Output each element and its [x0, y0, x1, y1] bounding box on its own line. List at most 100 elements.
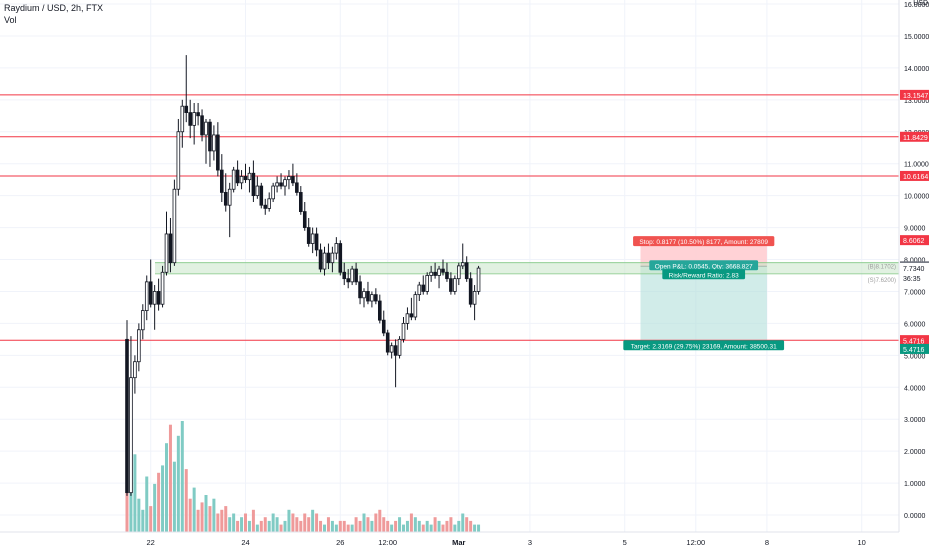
volume-bar [216, 513, 220, 532]
horizontal-levels[interactable] [0, 94, 899, 341]
candle-body [381, 319, 386, 334]
candle-body [137, 329, 141, 363]
candle-body [125, 338, 129, 494]
volume-bar [212, 498, 216, 532]
price-tag[interactable]: 36:35 [900, 273, 929, 284]
volume-bar [342, 520, 346, 532]
candle-body [200, 115, 204, 136]
volume-bar [291, 513, 295, 532]
volume-bar [362, 513, 366, 532]
candle-body [472, 291, 477, 305]
volume-bar [405, 520, 409, 532]
volume-bar [263, 517, 267, 532]
candle-body [271, 185, 275, 200]
candle-body [374, 294, 378, 302]
volume-bar [461, 513, 465, 532]
candle-body [223, 192, 228, 206]
volume-bar [346, 524, 350, 532]
candle-body [330, 252, 335, 264]
volume-bar [279, 524, 283, 532]
volume-bar [188, 498, 192, 532]
volume-bar [168, 424, 172, 532]
volume-bar [473, 524, 477, 532]
volume-bar [413, 517, 417, 532]
volume-bar [429, 524, 433, 532]
candle-body [188, 112, 193, 126]
candle-body [449, 278, 453, 292]
candle-body [354, 268, 358, 283]
volume-bar [394, 520, 398, 532]
candle-body [235, 169, 240, 184]
volume-bar [129, 480, 133, 532]
volume-bar [386, 520, 390, 532]
level-tag-text: 10.6164 [903, 174, 928, 181]
volume-bar [307, 517, 311, 532]
level-price-tag[interactable]: 10.6164 [900, 170, 929, 181]
volume-bar [358, 520, 362, 532]
candle-body [409, 313, 414, 318]
volume-bar [184, 469, 188, 532]
volume-bar [133, 454, 137, 532]
volume-bar [449, 517, 453, 532]
time-tick-label: 12:00 [378, 538, 397, 547]
candle-body [314, 233, 319, 251]
volume-bar [315, 513, 319, 532]
candle-body [172, 188, 177, 264]
volume-bar [433, 517, 437, 532]
price-tick-label: 0.0000 [904, 513, 926, 520]
candle-body [437, 268, 441, 276]
candle-body [342, 271, 347, 280]
candle-body [148, 281, 153, 305]
entry-zone-bottom-label: (S)7.6200) [868, 278, 896, 284]
candle-body [196, 112, 200, 117]
volume-bar [319, 520, 323, 532]
price-tick-label: 6.0000 [904, 321, 926, 328]
candle-body [385, 332, 390, 353]
level-price-tag[interactable]: 13.1547 [900, 89, 929, 100]
candle-body [263, 204, 268, 209]
candle-body [152, 291, 157, 305]
candle-body [421, 284, 426, 292]
candle-body [366, 291, 370, 302]
candle-body [275, 182, 279, 187]
time-tick-label: 3 [528, 538, 532, 547]
price-tag[interactable]: 5.4716 [900, 343, 929, 354]
open-pnl-label: Open P&L: 0.0545, Qty: 3668.827 [649, 260, 759, 271]
volume-bar [311, 509, 315, 532]
price-tag-text: 36:35 [903, 276, 921, 283]
volume-bar [251, 509, 255, 532]
volume-bar [421, 524, 425, 532]
candle-body [397, 338, 402, 356]
candle-body [456, 265, 461, 280]
candle-body [156, 291, 161, 305]
candle-body [239, 176, 244, 184]
candle-body [204, 121, 208, 136]
price-tick-label: 1.0000 [904, 481, 926, 488]
volume-bar [295, 517, 299, 532]
volume-bar [334, 524, 338, 532]
stop-label: Stop: 0.8177 (10.50%) 8177, Amount: 2780… [633, 236, 775, 247]
level-tag-bg [900, 89, 929, 100]
candle-body [338, 243, 343, 273]
candle-body [164, 233, 169, 273]
candle-body [468, 278, 473, 305]
volume-bar [176, 435, 180, 532]
time-tick-label: 26 [336, 538, 344, 547]
volume-bar [232, 513, 236, 532]
candle-body [184, 105, 189, 113]
level-price-tag[interactable]: 11.8429 [900, 131, 929, 142]
short-position-tool[interactable] [155, 240, 899, 341]
volume-bar [200, 502, 204, 532]
currency-label: USD [913, 0, 928, 8]
volume-bar [374, 513, 378, 532]
volume-bar [259, 520, 263, 532]
price-tick-label: 16.0000 [904, 2, 929, 9]
candle-body [476, 267, 481, 292]
price-tag[interactable]: 7.7340 [900, 262, 929, 273]
price-tag[interactable]: 8.6062 [900, 235, 929, 246]
volume-indicator-label: Vol [4, 15, 17, 25]
entry-zone-band[interactable] [155, 262, 899, 274]
price-tag[interactable]: 5.4716 [900, 335, 929, 346]
